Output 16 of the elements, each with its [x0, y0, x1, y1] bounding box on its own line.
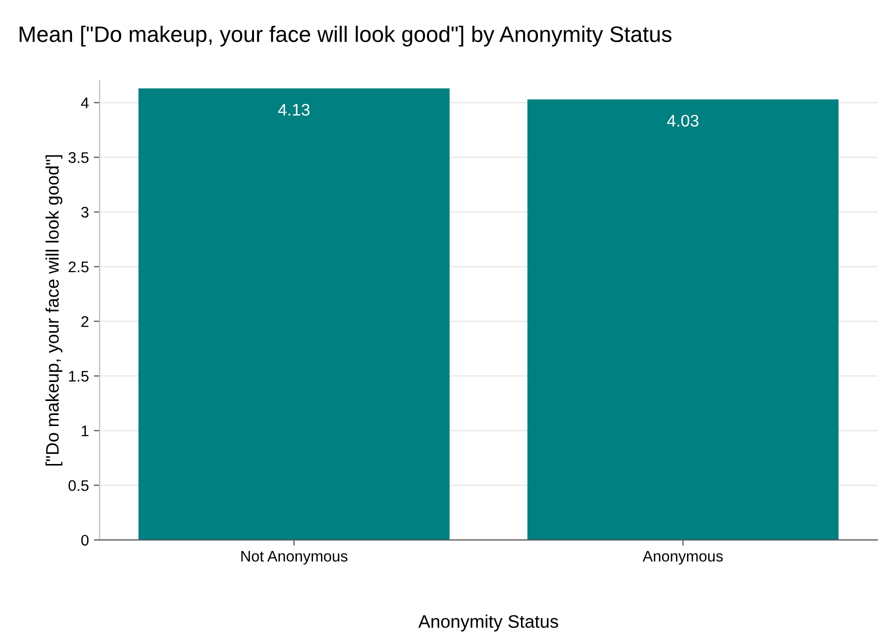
chart-title: Mean ["Do makeup, your face will look good"] by Anonymity Status	[20, 26, 672, 46]
y-axis-title: ["Do makeup, your face will look good"]	[46, 155, 62, 466]
y-tick-label: 1	[82, 426, 88, 436]
x-axis-title: Anonymity Status	[418, 614, 558, 632]
y-tick-label: 1.5	[69, 370, 89, 382]
y-tick-label: 2.5	[68, 262, 89, 272]
x-tick-label: Not Anonymous	[241, 550, 348, 565]
y-tick-label: 0	[81, 534, 89, 546]
data-label: 4.03	[667, 114, 698, 127]
data-label: 4.13	[278, 104, 310, 116]
y-tick-label: 3.5	[68, 152, 89, 163]
y-tick-label: 2	[81, 316, 88, 327]
y-tick-label: 3	[81, 206, 88, 218]
x-tick-label: Anonymous	[642, 550, 723, 565]
y-tick-label: 0.5	[68, 480, 89, 491]
y-tick-label: 4	[81, 98, 89, 108]
